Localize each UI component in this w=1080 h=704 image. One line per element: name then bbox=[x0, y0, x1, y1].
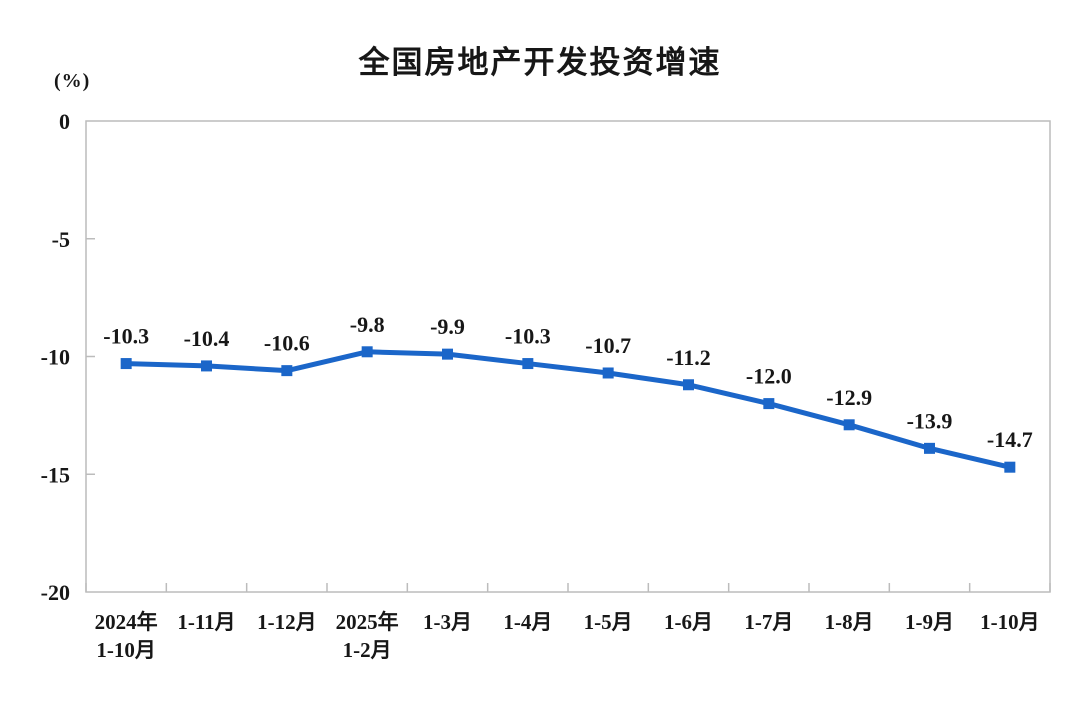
y-tick-label: -5 bbox=[52, 227, 70, 252]
x-tick-label: 1-10月 bbox=[96, 638, 156, 662]
y-tick-label: -10 bbox=[41, 345, 70, 370]
y-axis-unit-label: (%) bbox=[54, 70, 91, 92]
y-tick-label: -20 bbox=[41, 580, 70, 605]
data-point-label: -11.2 bbox=[666, 345, 711, 370]
x-tick-label: 1-4月 bbox=[503, 610, 552, 634]
data-point-marker bbox=[522, 358, 534, 370]
data-point-marker bbox=[120, 358, 132, 370]
data-point-label: -13.9 bbox=[907, 408, 953, 433]
x-tick-label: 1-3月 bbox=[423, 610, 472, 634]
data-point-label: -10.7 bbox=[585, 333, 631, 358]
data-point-label: -9.9 bbox=[430, 314, 465, 339]
data-point-label: -9.8 bbox=[350, 312, 385, 337]
x-tick-label: 1-5月 bbox=[584, 610, 633, 634]
data-point-label: -14.7 bbox=[987, 427, 1033, 452]
data-point-marker bbox=[201, 360, 212, 372]
x-tick-label: 1-10月 bbox=[980, 610, 1040, 634]
series-line bbox=[123, 349, 1013, 470]
x-tick-label: 1-2月 bbox=[343, 638, 392, 662]
data-point-marker bbox=[843, 419, 855, 431]
x-tick-label: 2025年 bbox=[336, 610, 399, 634]
data-point-marker bbox=[683, 379, 694, 391]
data-point-marker bbox=[281, 365, 293, 377]
data-point-label: -12.9 bbox=[826, 385, 872, 410]
x-tick-label: 1-12月 bbox=[257, 610, 317, 634]
x-tick-label: 1-8月 bbox=[825, 610, 874, 634]
x-tick-label: 1-11月 bbox=[177, 610, 235, 634]
data-point-marker bbox=[924, 442, 935, 454]
plot-border bbox=[85, 120, 1051, 593]
y-tick-label: -15 bbox=[41, 462, 70, 487]
data-point-label: -10.3 bbox=[103, 324, 149, 349]
y-tick-label: 0 bbox=[59, 109, 70, 134]
data-point-label: -12.0 bbox=[746, 364, 792, 389]
data-point-marker bbox=[602, 367, 614, 379]
x-tick-label: 1-9月 bbox=[905, 610, 954, 634]
data-point-label: -10.6 bbox=[264, 331, 310, 356]
chart-title: 全国房地产开发投资增速 bbox=[358, 45, 722, 80]
data-point-marker bbox=[1004, 461, 1016, 473]
x-tick-label: 1-7月 bbox=[744, 610, 793, 634]
data-point-marker bbox=[361, 346, 373, 358]
x-tick-label: 1-6月 bbox=[664, 610, 713, 634]
data-point-label: -10.4 bbox=[184, 326, 230, 351]
data-point-label: -10.3 bbox=[505, 324, 551, 349]
x-tick-label: 2024年 bbox=[95, 610, 158, 634]
data-point-marker bbox=[763, 398, 775, 410]
data-point-marker bbox=[442, 348, 453, 360]
